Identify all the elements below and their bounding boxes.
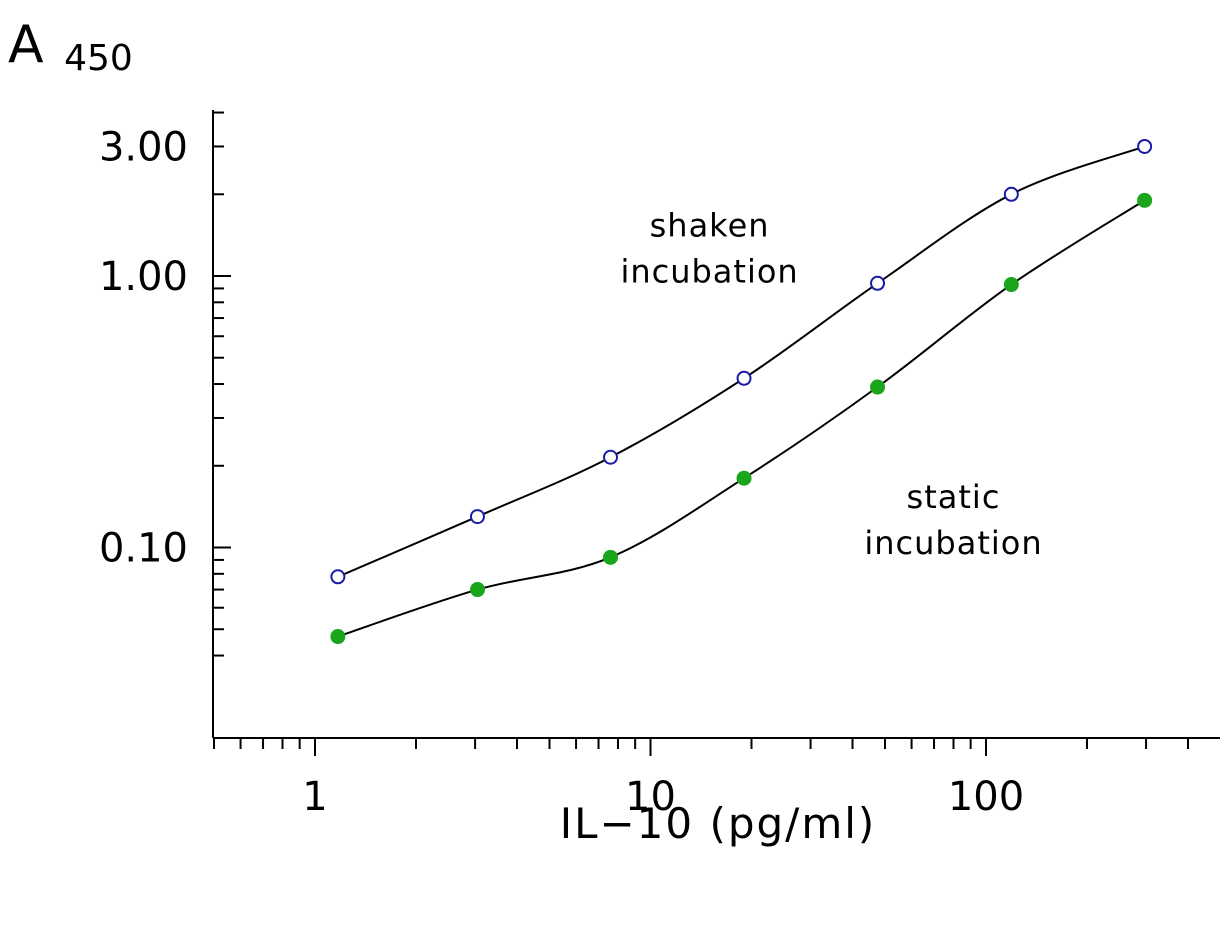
data-point [603, 449, 619, 465]
data-point [1137, 138, 1153, 154]
x-tick-label: 1 [302, 774, 327, 820]
data-point [870, 275, 886, 291]
data-point [736, 470, 752, 486]
annotation-line: incubation [864, 524, 1042, 562]
y-tick-label: 0.10 [99, 526, 188, 572]
data-point [469, 582, 485, 598]
y-axis-title-main: A [8, 15, 44, 75]
data-point [469, 509, 485, 525]
y-axis-title: A 450 [8, 15, 133, 79]
data-point [1137, 192, 1153, 208]
axes: 1 10 100 0.10 1.00 3.00 [99, 110, 1220, 820]
y-axis-title-subscript: 450 [64, 38, 133, 79]
curve-annotation: shaken incubation [620, 206, 798, 290]
x-tick-label: 100 [948, 774, 1024, 820]
data-point [1003, 186, 1019, 202]
annotation-line: static [907, 478, 1001, 516]
data-point [603, 549, 619, 565]
data-point [870, 379, 886, 395]
x-axis-title: IL−10 (pg/ml) [560, 799, 877, 848]
annotations: shaken incubation static incubation [620, 206, 1042, 562]
annotation-line: incubation [620, 253, 798, 291]
data-point [736, 370, 752, 386]
data-points [330, 138, 1153, 645]
data-point [1003, 277, 1019, 293]
x-tick-label: 10 [625, 774, 676, 820]
data-point [330, 569, 346, 585]
curve-annotation: static incubation [864, 478, 1042, 562]
y-tick-label: 1.00 [99, 254, 188, 300]
annotation-line: shaken [650, 206, 770, 244]
y-tick-label: 3.00 [99, 124, 188, 170]
data-point [330, 629, 346, 645]
